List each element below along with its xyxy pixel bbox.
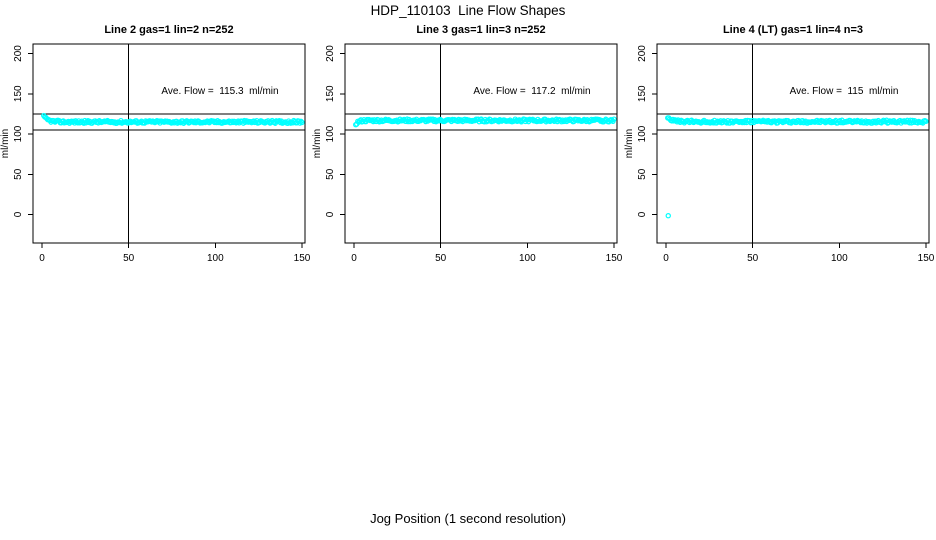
y-tick-label: 50 [637, 168, 648, 180]
data-point [923, 118, 929, 125]
y-tick-label: 200 [13, 45, 24, 62]
data-point [299, 119, 305, 126]
y-tick-label: 100 [13, 125, 24, 142]
panel-title: Line 2 gas=1 lin=2 n=252 [104, 24, 233, 36]
x-tick-label: 50 [123, 253, 135, 264]
plot-box [656, 43, 930, 244]
y-tick-label: 50 [325, 168, 336, 180]
panel-title: Line 3 gas=1 lin=3 n=252 [416, 24, 545, 36]
y-tick-label: 50 [13, 168, 24, 180]
plot-box [32, 43, 306, 244]
x-tick-label: 0 [351, 253, 357, 264]
data-point [611, 116, 617, 122]
x-tick-label: 50 [435, 253, 447, 264]
plot-box [344, 43, 618, 244]
data-point [298, 118, 304, 125]
x-tick-label: 150 [918, 253, 935, 264]
scatter-series [41, 112, 305, 126]
y-tick-label: 150 [637, 85, 648, 102]
panel-2: 0 50 100 150 0 50 100 150 200 ml/min Line 3 gas=1 … [312, 24, 623, 264]
scatter-series [353, 116, 617, 128]
ave-flow-annotation: Ave. Flow = 115.3 ml/min [161, 86, 278, 97]
x-tick-label: 150 [294, 253, 311, 264]
figure-title: HDP_110103 Line Flow Shapes [370, 3, 566, 18]
y-axis-label: ml/min [624, 129, 635, 158]
x-tick-label: 50 [747, 253, 759, 264]
y-tick-label: 100 [325, 125, 336, 142]
y-tick-label: 0 [13, 211, 24, 217]
x-axis-global-label: Jog Position (1 second resolution) [370, 511, 566, 526]
x-tick-label: 100 [519, 253, 536, 264]
panel-title: Line 4 (LT) gas=1 lin=4 n=3 [723, 24, 863, 36]
x-tick-label: 0 [663, 253, 669, 264]
panel-1: 0 50 100 150 0 50 100 150 200 ml/min Line 2 gas=1 … [0, 24, 311, 264]
y-tick-label: 150 [325, 85, 336, 102]
x-tick-label: 100 [207, 253, 224, 264]
ave-flow-annotation: Ave. Flow = 117.2 ml/min [473, 86, 590, 97]
y-axis-label: ml/min [0, 129, 11, 158]
outlier-point [665, 213, 671, 219]
x-tick-label: 100 [831, 253, 848, 264]
y-tick-label: 200 [637, 45, 648, 62]
x-tick-label: 150 [606, 253, 623, 264]
y-tick-label: 0 [325, 211, 336, 217]
y-tick-label: 200 [325, 45, 336, 62]
y-tick-label: 150 [13, 85, 24, 102]
scatter-series [665, 115, 929, 219]
y-tick-label: 100 [637, 125, 648, 142]
panel-3: 0 50 100 150 0 50 100 150 200 ml/min Line 4 (LT) g… [624, 24, 935, 264]
y-tick-label: 0 [637, 211, 648, 217]
y-axis-label: ml/min [312, 129, 323, 158]
ave-flow-annotation: Ave. Flow = 115 ml/min [790, 86, 899, 97]
x-tick-label: 0 [39, 253, 45, 264]
